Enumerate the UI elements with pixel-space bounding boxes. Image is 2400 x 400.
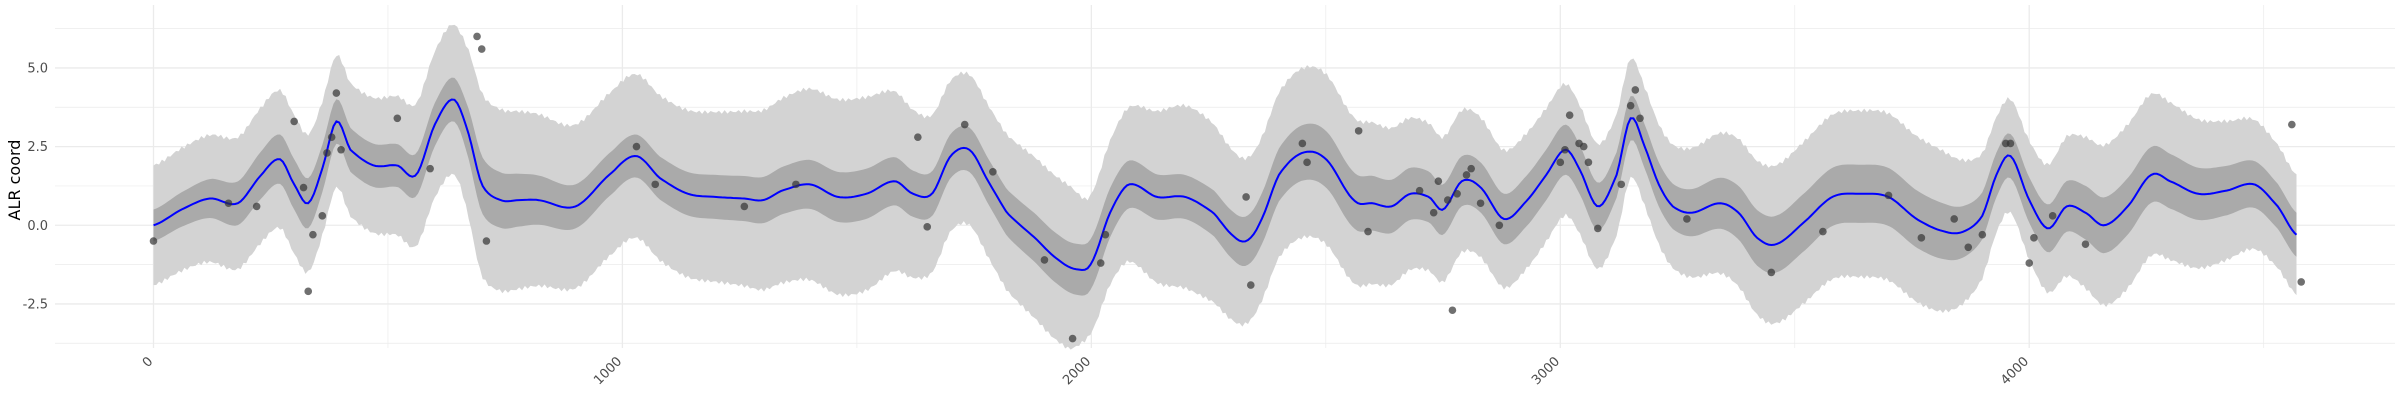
x-tick-label: 1000 xyxy=(591,354,625,388)
data-point xyxy=(1978,230,1987,239)
data-point xyxy=(473,32,481,41)
data-point xyxy=(1767,268,1776,277)
mean-line xyxy=(153,98,2298,272)
y-tick-label: 0.0 xyxy=(27,219,48,234)
data-point xyxy=(792,180,800,189)
data-point xyxy=(149,237,158,245)
data-point xyxy=(1476,199,1485,208)
data-point xyxy=(337,145,345,154)
data-point xyxy=(1617,180,1626,189)
data-point xyxy=(426,164,434,173)
data-point xyxy=(1579,142,1588,151)
data-point xyxy=(1448,306,1457,315)
data-point xyxy=(1246,281,1255,289)
data-point xyxy=(989,167,997,176)
data-point xyxy=(1443,196,1452,204)
data-point xyxy=(1556,158,1565,167)
outer-credible-band xyxy=(153,24,2297,350)
data-point xyxy=(2297,278,2306,286)
data-point xyxy=(2081,240,2090,248)
data-point xyxy=(1354,127,1363,135)
y-tick-label: 2.5 xyxy=(27,140,48,155)
data-point xyxy=(1917,234,1926,242)
data-point xyxy=(1453,190,1461,198)
data-point xyxy=(651,180,660,189)
data-point xyxy=(318,212,327,220)
x-tick-label: 0 xyxy=(140,354,156,370)
data-point xyxy=(1626,101,1635,110)
data-point xyxy=(332,89,341,97)
x-tick-label: 4000 xyxy=(1998,354,2032,388)
data-point xyxy=(224,199,233,208)
points-layer xyxy=(149,32,2306,343)
data-point xyxy=(1683,215,1691,223)
y-tick-label: -2.5 xyxy=(23,297,48,312)
data-point xyxy=(1467,164,1475,173)
data-point xyxy=(2288,120,2296,129)
data-point xyxy=(1101,230,1110,239)
x-tick-labels: 0 1000 2000 3000 4000 xyxy=(140,354,2032,388)
data-point xyxy=(1364,227,1372,236)
data-point xyxy=(1040,256,1049,264)
data-point xyxy=(2030,234,2038,242)
outer-band-layer xyxy=(153,24,2297,350)
data-point xyxy=(2048,212,2057,220)
data-point xyxy=(632,142,641,151)
data-point xyxy=(1303,158,1311,167)
data-point xyxy=(2025,259,2034,267)
data-point xyxy=(1561,145,1569,154)
data-point xyxy=(923,223,932,231)
data-point xyxy=(1434,177,1443,186)
data-point xyxy=(1884,191,1893,200)
data-point xyxy=(2006,139,2015,148)
data-point xyxy=(1298,139,1307,148)
y-tick-labels: -2.5 0.0 2.5 5.0 xyxy=(23,61,48,312)
data-point xyxy=(1429,208,1438,217)
data-point xyxy=(1819,227,1827,236)
mean-line-layer xyxy=(153,98,2298,272)
data-point xyxy=(482,237,491,245)
data-point xyxy=(1415,186,1424,195)
data-point xyxy=(1636,114,1644,123)
data-point xyxy=(290,117,298,126)
y-axis-title: ALR coord xyxy=(5,140,24,221)
data-point xyxy=(252,202,261,211)
data-point xyxy=(740,202,749,211)
x-tick-label: 3000 xyxy=(1529,354,1563,388)
data-point xyxy=(1495,221,1504,230)
data-point xyxy=(1964,243,1973,252)
data-point xyxy=(914,133,922,141)
data-point xyxy=(309,230,317,239)
data-point xyxy=(327,133,336,141)
data-point xyxy=(1584,158,1593,167)
data-point xyxy=(393,114,402,123)
data-point xyxy=(1950,215,1958,223)
y-tick-label: 5.0 xyxy=(27,61,48,76)
x-tick-label: 2000 xyxy=(1060,354,1094,388)
data-point xyxy=(477,45,486,53)
data-point xyxy=(304,287,313,296)
data-point xyxy=(1068,334,1077,343)
data-point xyxy=(1096,259,1105,267)
data-point xyxy=(1631,86,1640,94)
data-point xyxy=(1565,111,1574,119)
data-point xyxy=(1242,193,1250,201)
data-point xyxy=(299,183,308,192)
data-point xyxy=(960,120,969,129)
data-point xyxy=(1594,224,1602,233)
data-point xyxy=(323,149,331,157)
data-point xyxy=(1462,171,1471,179)
